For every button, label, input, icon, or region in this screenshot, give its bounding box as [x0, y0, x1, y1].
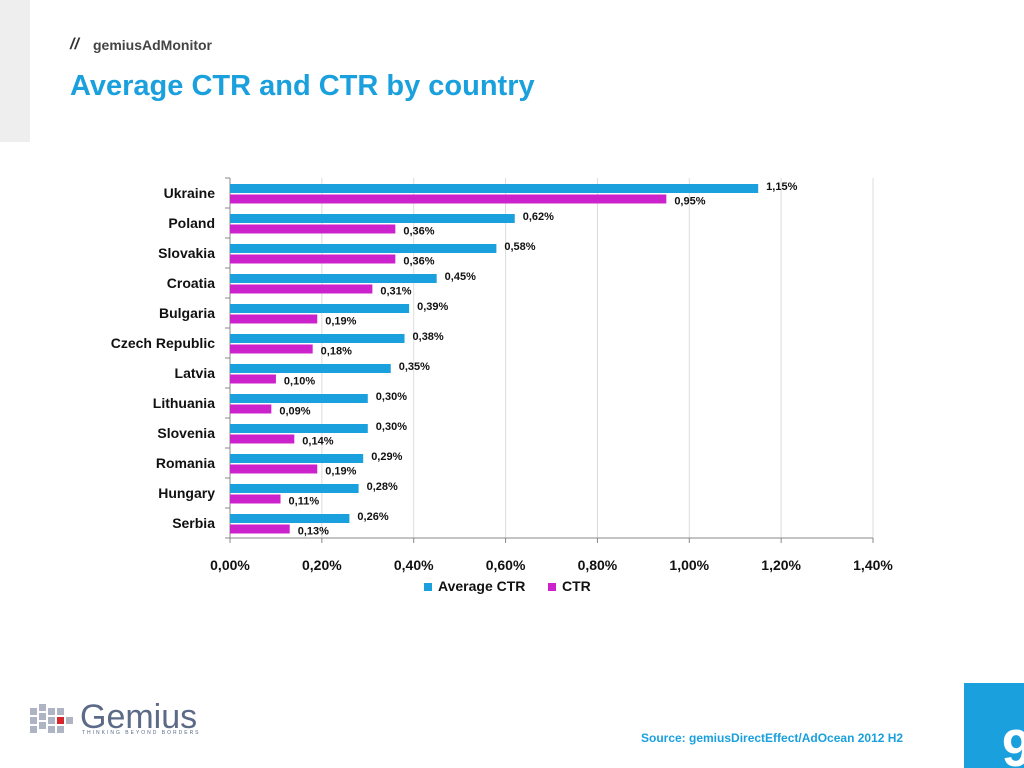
- bar-ctr: [230, 224, 396, 234]
- data-label: 0,95%: [674, 196, 705, 208]
- bar-ctr: [230, 464, 318, 474]
- x-tick-label: 0,20%: [302, 557, 342, 573]
- legend-label: Average CTR: [438, 578, 525, 594]
- bar-chart: 0,00% 0,20% 0,40% 0,60% 0,80% 1,00% 1,20% 1,40%…: [111, 177, 893, 594]
- category-label: Serbia: [172, 515, 215, 531]
- category-label: Bulgaria: [159, 305, 215, 321]
- category-label: Latvia: [175, 365, 216, 381]
- bar-average-ctr: [230, 214, 515, 223]
- data-label: 0,30%: [376, 391, 407, 403]
- x-tick-label: 1,00%: [669, 557, 709, 573]
- bar-average-ctr: [230, 274, 437, 283]
- corner-strip: [0, 0, 30, 142]
- bar-average-ctr: [230, 484, 359, 493]
- bar-ctr: [230, 374, 276, 384]
- data-label: 0,28%: [367, 481, 398, 493]
- legend-label: CTR: [562, 578, 591, 594]
- category-label: Lithuania: [153, 395, 215, 411]
- x-tick-label: 0,40%: [394, 557, 434, 573]
- bar-average-ctr: [230, 514, 350, 523]
- bar-ctr: [230, 314, 318, 324]
- category-label: Romania: [156, 455, 215, 471]
- bar-average-ctr: [230, 364, 391, 373]
- data-label: 0,26%: [357, 511, 388, 523]
- x-tick-label: 1,40%: [853, 557, 893, 573]
- category-label: Slovakia: [158, 245, 215, 261]
- data-label: 0,62%: [523, 211, 554, 223]
- data-label: 0,14%: [302, 436, 333, 448]
- bar-ctr: [230, 284, 373, 294]
- data-label: 0,38%: [413, 331, 444, 343]
- bar-ctr: [230, 254, 396, 264]
- data-label: 0,19%: [325, 316, 356, 328]
- bar-average-ctr: [230, 184, 759, 193]
- x-tick-label: 0,80%: [578, 557, 618, 573]
- bar-average-ctr: [230, 394, 368, 403]
- gemius-logo-icon: [30, 704, 73, 733]
- page-number-box: 9: [964, 683, 1024, 768]
- bar-ctr: [230, 404, 272, 414]
- data-label: 1,15%: [766, 181, 797, 193]
- data-label: 0,11%: [289, 496, 320, 508]
- bar-average-ctr: [230, 454, 364, 463]
- category-label: Croatia: [167, 275, 215, 291]
- category-label: Ukraine: [164, 185, 216, 201]
- bar-ctr: [230, 494, 281, 504]
- legend-swatch: [424, 583, 432, 591]
- category-label: Czech Republic: [111, 335, 215, 351]
- bar-ctr: [230, 524, 290, 534]
- data-label: 0,36%: [403, 256, 434, 268]
- data-label: 0,35%: [399, 361, 430, 373]
- data-label: 0,31%: [380, 286, 411, 298]
- bar-ctr: [230, 344, 313, 354]
- data-label: 0,09%: [279, 406, 310, 418]
- header-brand: gemiusAdMonitor: [93, 37, 212, 53]
- data-label: 0,36%: [403, 226, 434, 238]
- logo-tagline: THINKING BEYOND BORDERS: [82, 730, 201, 736]
- x-tick-label: 0,60%: [486, 557, 526, 573]
- x-tick-label: 1,20%: [761, 557, 801, 573]
- data-label: 0,30%: [376, 421, 407, 433]
- data-label: 0,18%: [321, 346, 352, 358]
- source-note: Source: gemiusDirectEffect/AdOcean 2012 …: [641, 731, 904, 745]
- data-label: 0,39%: [417, 301, 448, 313]
- bar-ctr: [230, 434, 295, 444]
- data-label: 0,45%: [445, 271, 476, 283]
- data-label: 0,10%: [284, 376, 315, 388]
- logo-text: Gemius: [80, 698, 198, 736]
- data-label: 0,58%: [504, 241, 535, 253]
- x-tick-label: 0,00%: [210, 557, 250, 573]
- bar-average-ctr: [230, 334, 405, 343]
- bar-average-ctr: [230, 424, 368, 433]
- data-label: 0,13%: [298, 526, 329, 538]
- header-slashes: //: [70, 36, 79, 53]
- bar-average-ctr: [230, 304, 410, 313]
- data-label: 0,29%: [371, 451, 402, 463]
- category-label: Slovenia: [157, 425, 215, 441]
- page-title: Average CTR and CTR by country: [70, 70, 535, 102]
- category-label: Poland: [168, 215, 215, 231]
- page-number: 9: [1002, 720, 1024, 768]
- data-label: 0,19%: [325, 466, 356, 478]
- bar-average-ctr: [230, 244, 497, 253]
- legend-swatch: [548, 583, 556, 591]
- bar-ctr: [230, 194, 667, 204]
- category-label: Hungary: [158, 485, 215, 501]
